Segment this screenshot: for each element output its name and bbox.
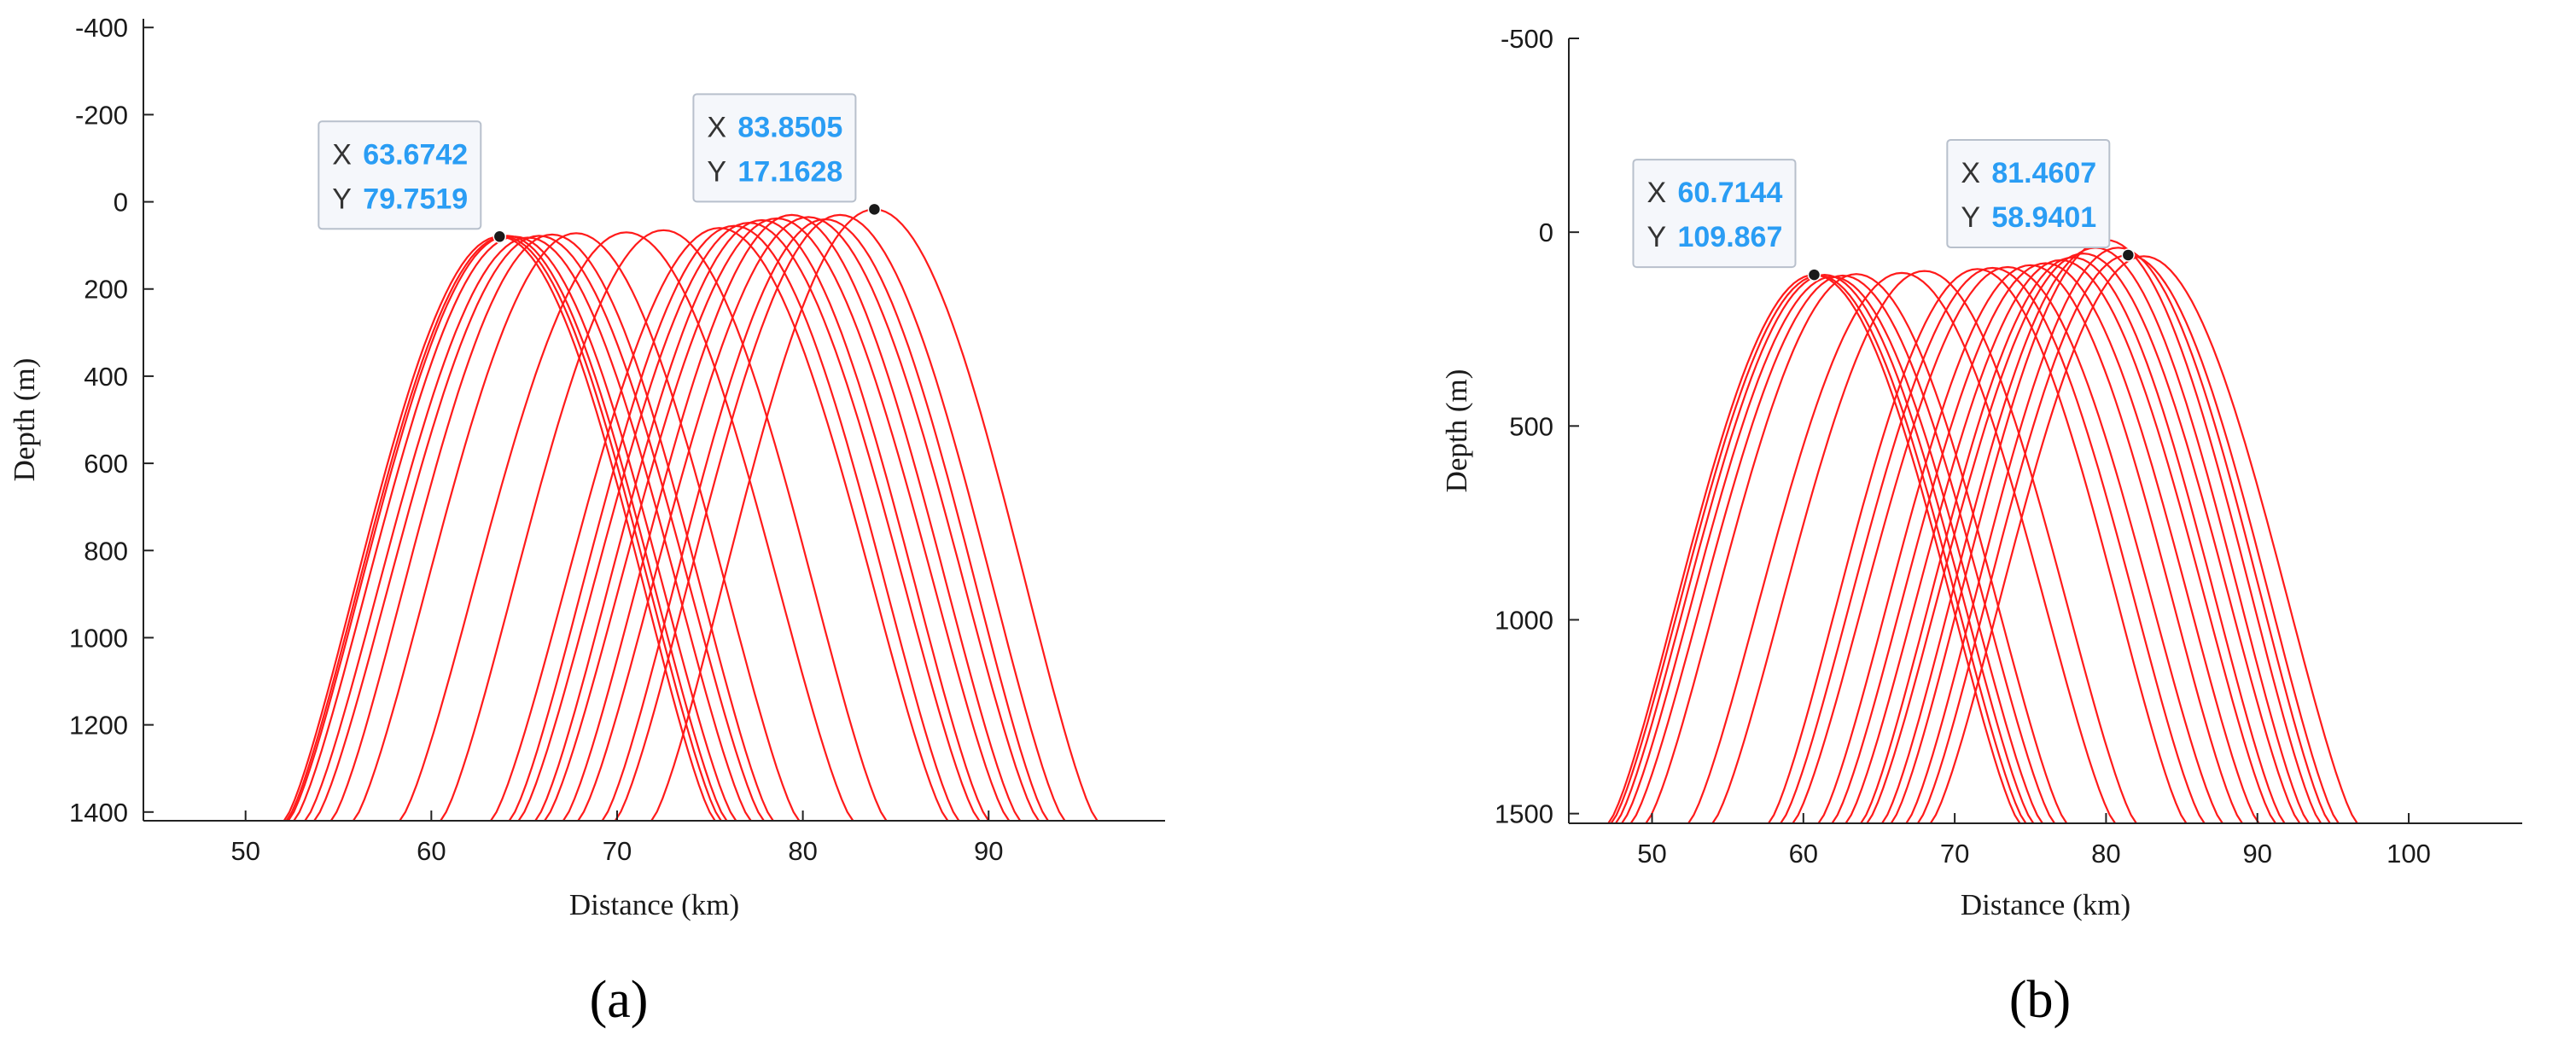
x-axis-title: Distance (km) (569, 888, 739, 921)
datatip[interactable]: X 60.7144 Y 109.867 (1632, 159, 1821, 282)
x-axis-title: Distance (km) (1961, 888, 2130, 921)
ray-group (1607, 239, 2358, 823)
x-tick-label: 80 (2091, 839, 2120, 869)
ray-curve (1645, 273, 2068, 823)
y-tick-label: 200 (84, 275, 128, 305)
ray-curve (1905, 247, 2331, 823)
y-tick-label: -400 (75, 13, 128, 43)
ray-curve (562, 213, 1022, 821)
datatip-y-value: 109.867 (1677, 221, 1782, 253)
ray-curve (1780, 266, 2206, 823)
panel-b: 50 60 70 80 90 100 -500 0 500 1000 1500 Distance (k… (1440, 24, 2522, 1029)
ray-curve (352, 232, 801, 821)
x-tick-label: 50 (230, 836, 259, 866)
ray-group (283, 208, 1099, 821)
datatip-box (1946, 138, 2111, 248)
x-tick-label: 70 (603, 836, 632, 866)
datatip-x-value: 63.6742 (363, 138, 468, 171)
panel-label: (b) (2009, 971, 2071, 1029)
y-tick-label: -500 (1501, 24, 1553, 54)
datatip-marker[interactable] (492, 229, 507, 244)
ray-curve (1687, 271, 2117, 823)
datatip-x-key: X (1646, 177, 1666, 209)
datatip[interactable]: X 63.6742 Y 79.7519 (318, 120, 507, 244)
y-tick-label: 1000 (1495, 605, 1553, 635)
datatip-y-key: Y (332, 183, 352, 215)
datatip-y-value: 58.9401 (1991, 201, 2096, 234)
y-tick-label: 600 (84, 449, 128, 479)
x-tick-label: 60 (1789, 839, 1818, 869)
ray-curve (1629, 274, 2056, 823)
datatip-x-value: 83.8505 (737, 111, 842, 143)
x-tick-label: 60 (417, 836, 446, 866)
ray-curve (534, 218, 990, 821)
ray-curve (285, 235, 722, 821)
panel-a: 50 60 70 80 90 -400 -200 0 200 400 600 800 1000 1200 1… (8, 13, 1165, 1029)
ray-curve (1615, 273, 2035, 823)
datatip-box (318, 120, 482, 230)
datatip-x-key: X (1961, 157, 1980, 189)
datatip-y-key: Y (707, 155, 726, 188)
y-tick-label: 0 (1539, 218, 1553, 247)
y-tick-label: 1200 (69, 711, 128, 741)
ray-curve (577, 216, 1040, 821)
ray-curve (1792, 265, 2223, 823)
y-tick-label: 500 (1509, 411, 1553, 441)
datatip-y-value: 17.1628 (737, 155, 842, 188)
y-tick-label: 1000 (69, 623, 128, 653)
ray-curve (1711, 270, 2137, 823)
y-tick-label: 0 (114, 188, 128, 218)
ray-curve (293, 235, 737, 821)
x-tick-label: 90 (974, 836, 1003, 866)
datatip-x-key: X (332, 138, 352, 171)
datatip-marker[interactable] (2121, 248, 2136, 262)
datatip-y-key: Y (1961, 201, 1980, 234)
ray-curve (1860, 256, 2286, 823)
ray-curve (1768, 268, 2188, 823)
ray-curve (614, 213, 1066, 821)
y-tick-label: 1400 (69, 798, 128, 828)
ray-curve (1929, 255, 2358, 823)
datatip[interactable]: X 83.8505 Y 17.1628 (692, 93, 882, 217)
x-tick-label: 70 (1940, 839, 1969, 869)
datatip-marker[interactable] (867, 202, 882, 217)
ray-curve (1866, 252, 2301, 823)
y-tick-label: 1500 (1495, 799, 1553, 829)
x-tick-label: 100 (2387, 839, 2431, 869)
ray-curve (329, 233, 774, 821)
datatip-box (692, 93, 857, 203)
ray-curve (517, 221, 981, 821)
x-tick-label: 80 (788, 836, 817, 866)
x-tick-label: 50 (1637, 839, 1666, 869)
datatip-y-value: 79.7519 (363, 183, 468, 215)
ray-curve (440, 229, 888, 821)
ray-curve (490, 227, 949, 821)
datatip-x-value: 81.4607 (1991, 157, 2096, 189)
y-axis-title: Depth (m) (8, 358, 41, 482)
datatip-x-key: X (707, 111, 726, 143)
y-tick-label: 400 (84, 362, 128, 392)
ray-curve (399, 231, 854, 821)
y-axis-title: Depth (m) (1440, 369, 1473, 493)
x-tick-label: 90 (2242, 839, 2271, 869)
ray-curve (1817, 264, 2243, 823)
y-tick-label: -200 (75, 100, 128, 130)
ray-curve (1621, 276, 2043, 823)
datatip-marker[interactable] (1807, 268, 1821, 282)
panel-label: (a) (590, 971, 649, 1029)
ray-curve (1831, 262, 2260, 823)
datatip-box (1632, 159, 1797, 269)
datatip-x-value: 60.7144 (1677, 177, 1782, 209)
datatip[interactable]: X 81.4607 Y 58.9401 (1946, 138, 2136, 262)
y-tick-label: 800 (84, 536, 128, 566)
datatip-y-key: Y (1646, 221, 1666, 253)
